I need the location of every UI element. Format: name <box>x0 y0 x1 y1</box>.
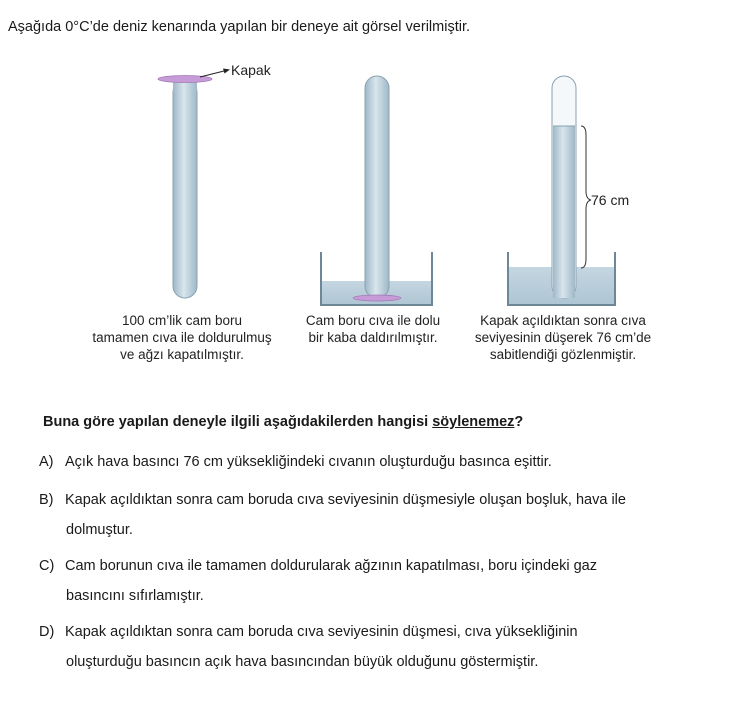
mercury-column <box>553 126 575 298</box>
experiment-illustration: Kapak 76 cm <box>157 62 629 306</box>
option-b-text: Kapak açıldıktan sonra cam boruda cıva s… <box>65 492 626 508</box>
option-a-text: Açık hava basıncı 76 cm yüksekliğindeki … <box>65 454 552 470</box>
question-prefix: Buna göre yapılan deneyle ilgili aşağıda… <box>43 414 433 430</box>
kapak-label: Kapak <box>231 62 272 78</box>
option-d-letter: D) <box>39 624 55 640</box>
experiment-figure: Kapak 76 cm 100 cm’lik cam boru tamamen … <box>92 62 652 362</box>
caption-step-2: Cam boru cıva ile dolu bir kaba daldırıl… <box>305 313 441 345</box>
option-d-text: Kapak açıldıktan sonra cam boruda cıva s… <box>65 624 578 640</box>
intro-text: Aşağıda 0°C’de deniz kenarında yapılan b… <box>8 19 470 35</box>
height-brace <box>580 125 592 269</box>
option-a[interactable]: A) Açık hava basıncı 76 cm yüksekliğindek… <box>39 447 719 477</box>
question-stem: Buna göre yapılan deneyle ilgili aşağıda… <box>43 414 523 430</box>
option-d[interactable]: D) Kapak açıldıktan sonra cam boruda cıva… <box>39 617 719 677</box>
tube-filled-capped: Kapak <box>157 62 272 299</box>
option-b-letter: B) <box>39 492 54 508</box>
option-b[interactable]: B) Kapak açıldıktan sonra cam boruda cıva… <box>39 485 719 545</box>
option-c-text-cont: basıncını sıfırlamıştır. <box>66 588 204 604</box>
tube-after-opening: 76 cm <box>507 75 629 306</box>
option-c-text: Cam borunun cıva ile tamamen doldurulara… <box>65 558 597 574</box>
question-emphasis: söylenemez <box>432 414 515 430</box>
cap-lid <box>157 75 213 83</box>
question-suffix: ? <box>514 414 524 430</box>
caption-step-3: Kapak açıldıktan sonra cıva seviyesinin … <box>474 313 652 362</box>
cap-lid-submerged <box>352 294 402 302</box>
kapak-arrow <box>199 69 229 78</box>
option-d-text-cont: oluşturduğu basıncın açık hava basıncınd… <box>66 654 539 670</box>
tube-in-dish <box>320 75 433 306</box>
caption-step-1: 100 cm’lik cam boru tamamen cıva ile dol… <box>92 313 272 362</box>
option-c[interactable]: C) Cam borunun cıva ile tamamen doldurula… <box>39 551 719 611</box>
height-label: 76 cm <box>591 192 629 208</box>
option-c-letter: C) <box>39 558 55 574</box>
option-a-letter: A) <box>39 454 54 470</box>
option-b-text-cont: dolmuştur. <box>66 522 133 538</box>
